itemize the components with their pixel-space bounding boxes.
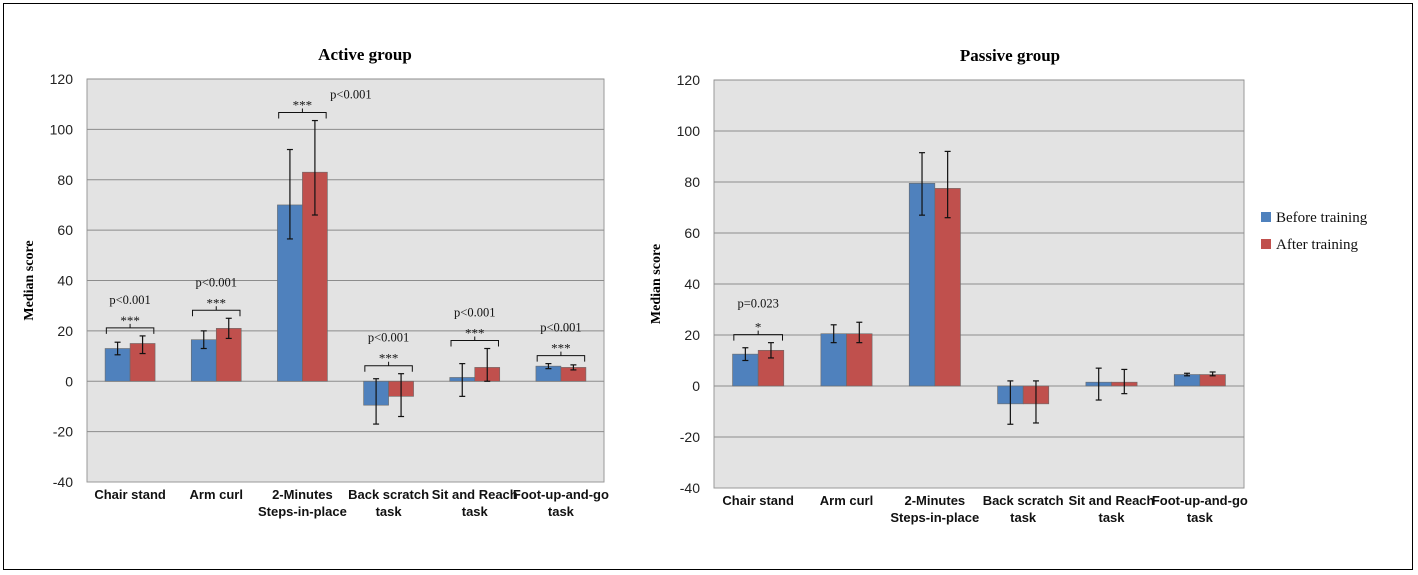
- y-axis-label: Median score: [22, 240, 37, 320]
- x-tick-label: Arm curl: [820, 493, 873, 508]
- p-value-label: p<0.001: [368, 331, 409, 345]
- legend-label-after: After training: [1276, 237, 1359, 253]
- y-tick-label: 120: [677, 72, 701, 88]
- significance-bracket: [364, 361, 413, 372]
- x-tick-label: 2-Minutes: [272, 487, 333, 502]
- p-value-label: p=0.023: [737, 297, 778, 311]
- y-axis-label: Median score: [649, 244, 664, 324]
- y-tick-label: 120: [50, 71, 74, 87]
- passive-group-chart: -40 -20 0 20 40 60 80 100 120 Passive group Median…: [649, 46, 1248, 525]
- y-tick-label: 80: [57, 172, 73, 188]
- legend-swatch-after: [1261, 239, 1271, 249]
- x-tick-label: task: [462, 504, 489, 519]
- p-value-label: p<0.001: [330, 88, 371, 102]
- significance-bracket: [450, 336, 499, 347]
- chart-title: Active group: [318, 45, 412, 64]
- p-value-label: p<0.001: [196, 275, 237, 289]
- significance-stars: ***: [293, 98, 313, 113]
- y-tick-label: 0: [692, 378, 700, 394]
- x-tick-label: task: [376, 504, 403, 519]
- x-tick-label: Sit and Reach: [432, 487, 518, 502]
- significance-stars: *: [755, 320, 762, 335]
- bar-after: [934, 188, 961, 387]
- significance-stars: ***: [207, 295, 227, 310]
- p-value-label: p<0.001: [109, 293, 150, 307]
- y-tick-label: 60: [57, 222, 73, 238]
- p-value-label: p<0.001: [454, 306, 495, 320]
- y-tick-label: -20: [53, 424, 73, 440]
- x-tick-label: Back scratch: [983, 493, 1064, 508]
- x-tick-label: Foot-up-and-go: [1152, 493, 1248, 508]
- significance-bracket: [278, 108, 327, 119]
- y-tick-label: 0: [65, 373, 73, 389]
- y-tick-label: -20: [680, 429, 700, 445]
- y-tick-label: 20: [684, 327, 700, 343]
- y-tick-label: 100: [677, 123, 701, 139]
- x-tick-label: task: [1098, 510, 1125, 525]
- y-tick-label: 40: [57, 273, 73, 289]
- y-tick-label: 60: [684, 225, 700, 241]
- x-tick-label: Chair stand: [94, 487, 166, 502]
- x-tick-label: task: [1187, 510, 1214, 525]
- significance-bracket: [105, 323, 155, 334]
- y-tick-label: 40: [684, 276, 700, 292]
- bar-before: [908, 182, 936, 387]
- y-tick-label: 100: [50, 121, 74, 137]
- figure-frame: [3, 3, 1413, 570]
- x-tick-label: Chair stand: [722, 493, 794, 508]
- x-tick-label: task: [548, 504, 575, 519]
- x-tick-label: Foot-up-and-go: [513, 487, 609, 502]
- legend-label-before: Before training: [1276, 210, 1368, 226]
- active-group-chart: -40 -20 0 20 40 60 80 100 120 Active group Median …: [22, 45, 609, 519]
- legend: Before training After training: [1261, 210, 1368, 253]
- x-tick-label: Steps-in-place: [890, 510, 979, 525]
- y-tick-label: -40: [680, 480, 700, 496]
- y-tick-label: -40: [53, 474, 73, 490]
- x-tick-label: Back scratch: [348, 487, 429, 502]
- significance-stars: ***: [379, 351, 399, 366]
- significance-bracket: [733, 330, 784, 341]
- chart-title: Passive group: [960, 46, 1060, 65]
- x-tick-label: task: [1010, 510, 1037, 525]
- significance-bracket: [192, 306, 241, 317]
- x-tick-label: Steps-in-place: [258, 504, 347, 519]
- significance-stars: ***: [465, 326, 485, 341]
- significance-stars: ***: [551, 341, 571, 356]
- significance-bracket: [536, 351, 586, 362]
- y-tick-label: 20: [57, 323, 73, 339]
- p-value-label: p<0.001: [540, 321, 581, 335]
- x-tick-label: 2-Minutes: [904, 493, 965, 508]
- significance-stars: ***: [120, 313, 140, 328]
- x-tick-label: Arm curl: [190, 487, 243, 502]
- x-tick-label: Sit and Reach: [1069, 493, 1155, 508]
- y-tick-label: 80: [684, 174, 700, 190]
- legend-swatch-before: [1261, 212, 1271, 222]
